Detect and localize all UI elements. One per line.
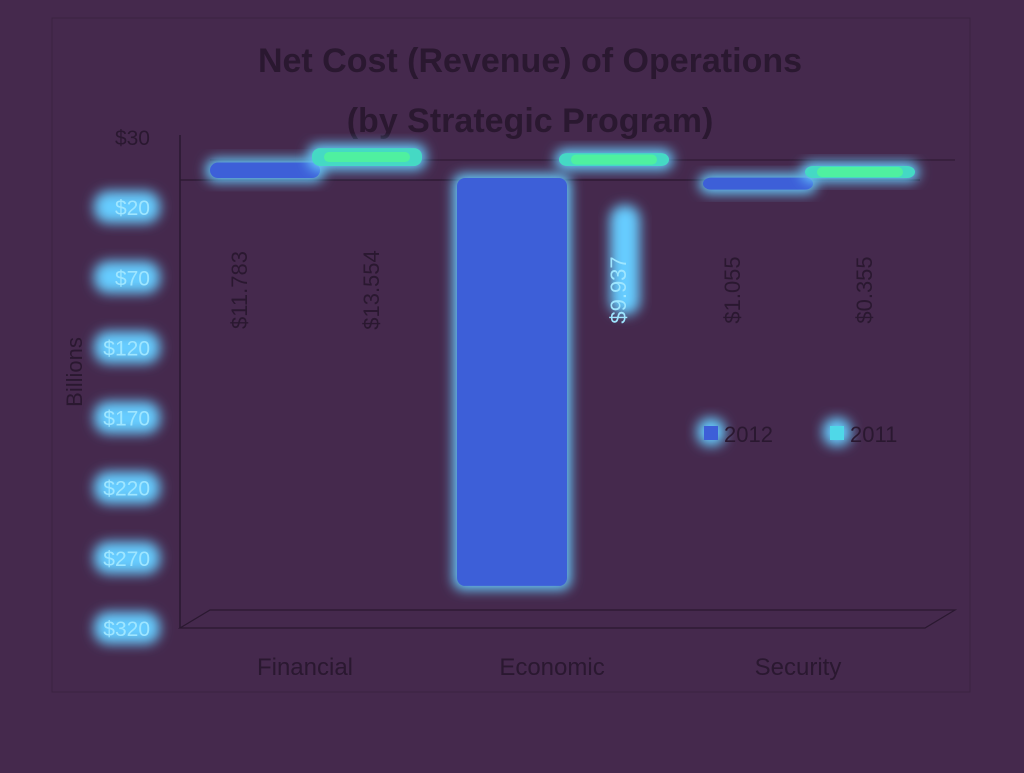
bar-2012-security: [703, 177, 813, 190]
y-axis-label: Billions: [62, 337, 87, 407]
chart-subtitle: (by Strategic Program): [347, 102, 714, 140]
legend-2011-label: 2011: [850, 422, 897, 447]
y-tick-glow: [94, 401, 160, 434]
bar-core-2011-security: [817, 167, 903, 177]
y-tick-glow: [94, 331, 160, 364]
legend-2012-swatch: [704, 426, 718, 440]
y-tick-label: $170: [103, 408, 150, 431]
bar-value-label: $9.937: [606, 256, 631, 323]
bar-core-2011-economic: [571, 154, 657, 165]
y-tick-label: $20: [115, 197, 150, 220]
bar-value-label: $11.783: [227, 251, 252, 329]
bar-labels: $11.783 $13.554 $9.937 $1.055 $0.355: [227, 205, 877, 330]
bar-value-label: $1.055: [720, 256, 745, 323]
y-tick-glow: [94, 612, 160, 644]
y-tick-label: $270: [103, 548, 150, 571]
y-tick-label: $120: [103, 337, 150, 360]
y-ticks: $30 $20 $70 $120 $170 $220 $270 $320: [94, 127, 160, 644]
y-tick-glow: [94, 261, 160, 294]
x-tick-label: Financial: [257, 654, 353, 681]
y-tick-label: $220: [103, 478, 150, 501]
chart-frame: [51, 17, 971, 693]
x-ticks: Financial Economic Security: [257, 654, 841, 681]
bar-2012-financial: [210, 162, 320, 178]
bars: [206, 144, 919, 590]
legend-2011-swatch: [830, 426, 844, 440]
bar-2012-economic: [457, 178, 567, 586]
bar-value-label: $0.355: [852, 256, 877, 323]
bar-label-glow: [610, 205, 640, 315]
y-tick-glow: [94, 471, 160, 504]
bar-value-label: $13.554: [359, 250, 384, 330]
legend-2012-label: 2012: [724, 422, 773, 447]
y-tick-glow: [94, 541, 160, 574]
x-tick-label: Economic: [499, 654, 604, 681]
y-tick-label: $30: [115, 127, 150, 150]
legend: 2012 2011: [697, 418, 897, 447]
y-tick-glow: [94, 191, 160, 224]
y-tick-label: $320: [103, 618, 150, 641]
chart-title: Net Cost (Revenue) of Operations: [258, 42, 802, 80]
chart-floor: [177, 609, 958, 629]
bar-core-2011-financial: [324, 152, 410, 163]
x-tick-label: Security: [755, 654, 842, 681]
y-tick-label: $70: [115, 267, 150, 290]
